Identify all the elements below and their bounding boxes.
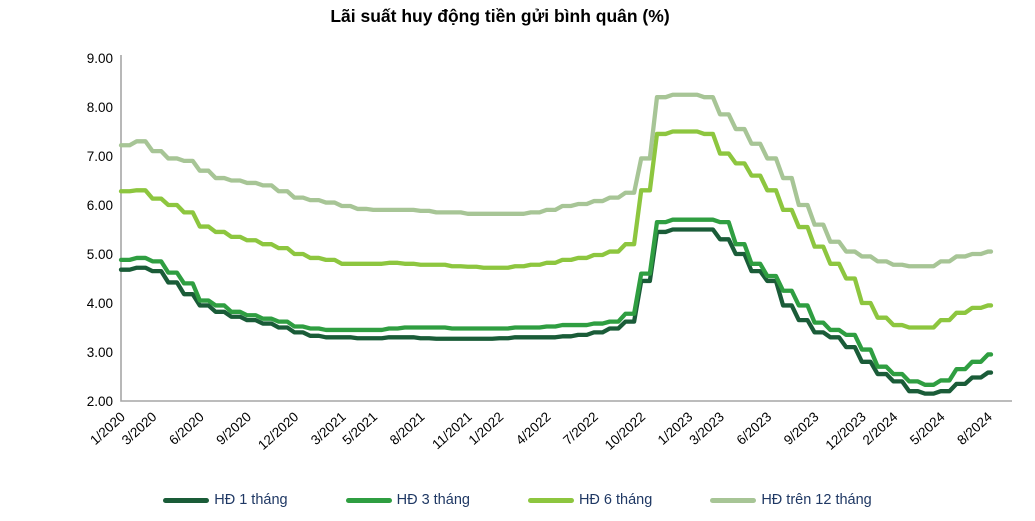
y-axis-label: 8.00 <box>87 100 113 115</box>
y-axis-label: 2.00 <box>87 394 113 409</box>
x-axis-label: 11/2021 <box>429 409 475 452</box>
x-axis-label: 1/2022 <box>466 409 507 448</box>
y-axis-label: 7.00 <box>87 149 113 164</box>
series-line-1-thang <box>118 227 994 396</box>
x-axis-label: 8/2024 <box>954 409 995 448</box>
legend-item-tren-12-thang: HĐ trên 12 tháng <box>710 492 872 508</box>
legend-swatch-line-icon <box>710 497 757 503</box>
chart-title: Lãi suất huy động tiền gửi bình quân (%) <box>330 6 670 26</box>
x-axis-label: 7/2022 <box>560 409 601 448</box>
y-axis-label: 9.00 <box>87 51 113 66</box>
legend-swatch-line-icon <box>163 497 210 503</box>
axis-lines <box>120 55 1012 402</box>
legend: HĐ 1 tháng HĐ 3 tháng HĐ 6 tháng HĐ trên… <box>0 492 1035 508</box>
legend-item-1-thang: HĐ 1 tháng <box>163 492 288 508</box>
x-axis-label: 9/2023 <box>781 409 822 448</box>
y-axis-label: 3.00 <box>87 345 113 360</box>
x-axis-label: 12/2023 <box>823 409 869 453</box>
legend-swatch-line-icon <box>527 497 574 503</box>
x-axis-label: 12/2020 <box>255 409 301 453</box>
series-line-3-thang <box>118 217 994 387</box>
y-axis-label: 5.00 <box>87 247 113 262</box>
legend-swatch-line-icon <box>345 497 392 503</box>
plot-area: 9.008.007.006.005.004.003.002.001/20203/… <box>87 51 1012 453</box>
legend-label: HĐ 1 tháng <box>214 492 288 508</box>
x-axis-label: 1/2023 <box>655 409 696 448</box>
y-axis-label: 6.00 <box>87 198 113 213</box>
x-axis-label: 5/2021 <box>339 409 380 448</box>
x-axis-label: 6/2023 <box>734 409 775 448</box>
x-axis-label: 10/2022 <box>602 409 648 453</box>
legend-label: HĐ trên 12 tháng <box>761 492 872 508</box>
series-line-tren-12-thang <box>118 92 994 269</box>
series-line-6-thang <box>118 129 994 330</box>
x-axis-label: 2/2024 <box>860 409 901 448</box>
x-axis-label: 8/2021 <box>387 409 428 448</box>
x-axis-label: 1/2020 <box>87 409 128 448</box>
legend-label: HĐ 6 tháng <box>578 492 653 508</box>
y-axis-label: 4.00 <box>87 296 113 311</box>
legend-item-6-thang: HĐ 6 tháng <box>527 492 653 508</box>
legend-label: HĐ 3 tháng <box>396 492 470 508</box>
x-axis-label: 5/2024 <box>907 409 948 448</box>
x-axis-label: 3/2021 <box>308 409 349 448</box>
x-axis-label: 9/2020 <box>213 409 254 448</box>
legend-item-3-thang: HĐ 3 tháng <box>345 492 470 508</box>
x-axis-label: 3/2020 <box>119 409 160 448</box>
x-axis-label: 4/2022 <box>513 409 554 448</box>
x-axis-label: 6/2020 <box>166 409 207 448</box>
x-axis-label: 3/2023 <box>686 409 727 448</box>
